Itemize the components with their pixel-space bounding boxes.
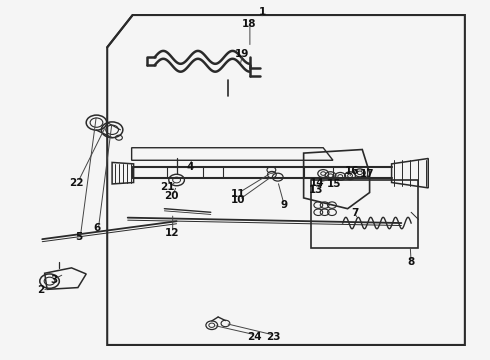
- Text: 17: 17: [360, 169, 374, 179]
- Text: 14: 14: [310, 178, 325, 188]
- Text: 16: 16: [345, 166, 360, 176]
- Text: 18: 18: [242, 19, 256, 29]
- Text: 21: 21: [161, 182, 175, 192]
- Text: 4: 4: [187, 162, 194, 172]
- Text: 6: 6: [94, 224, 101, 233]
- Text: 19: 19: [234, 49, 249, 59]
- Text: 15: 15: [327, 179, 341, 189]
- Text: 2: 2: [38, 285, 45, 296]
- Text: 10: 10: [230, 195, 245, 205]
- Text: 13: 13: [309, 185, 323, 195]
- Bar: [311, 180, 418, 248]
- Text: 7: 7: [352, 208, 359, 218]
- Text: 20: 20: [165, 191, 179, 201]
- Text: 5: 5: [75, 232, 82, 242]
- Text: 11: 11: [230, 189, 245, 199]
- Text: 3: 3: [50, 275, 57, 285]
- Text: 24: 24: [247, 332, 262, 342]
- Text: 23: 23: [266, 332, 281, 342]
- Text: 22: 22: [69, 178, 84, 188]
- Text: 9: 9: [281, 200, 288, 210]
- Text: 1: 1: [259, 7, 266, 17]
- Text: 12: 12: [165, 228, 179, 238]
- Text: 8: 8: [408, 257, 415, 267]
